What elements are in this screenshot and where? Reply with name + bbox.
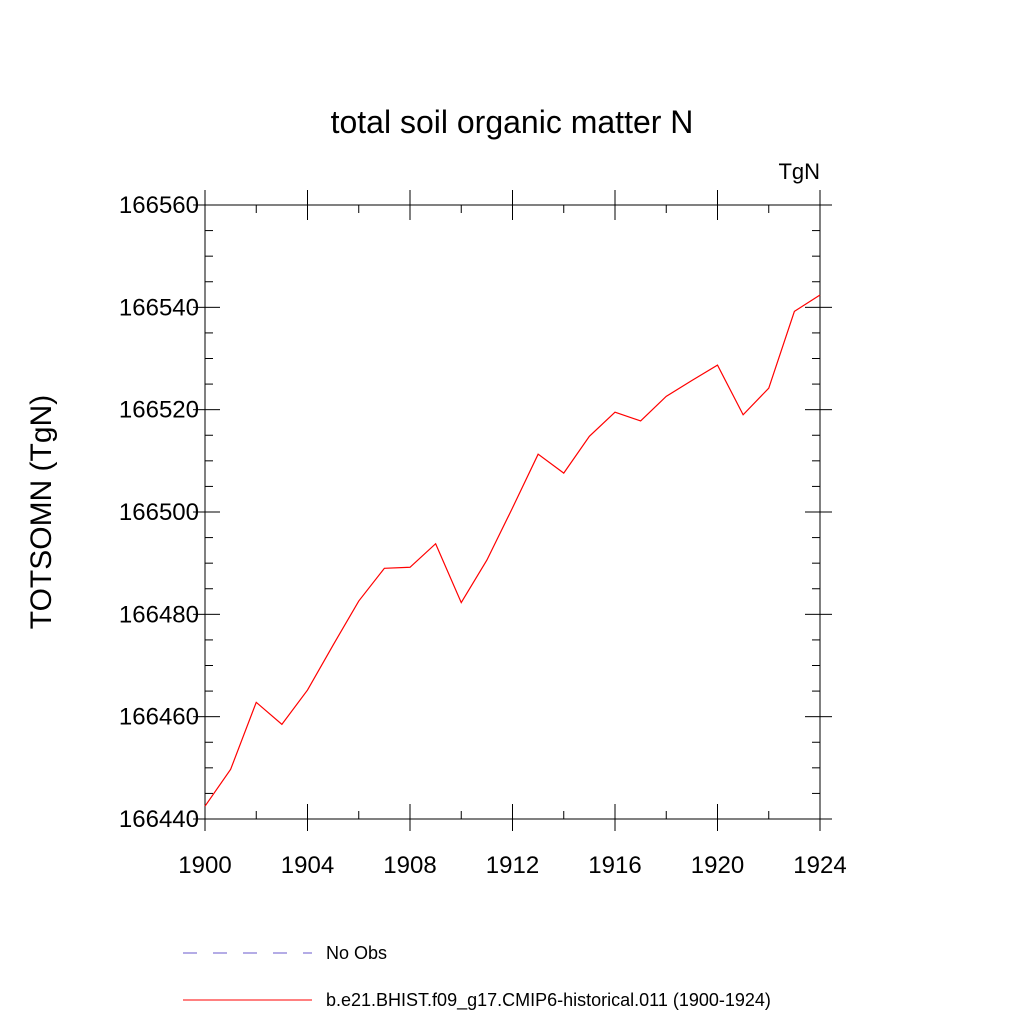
x-tick-label: 1904	[281, 852, 334, 879]
y-tick-label: 166500	[119, 499, 199, 526]
series-layer	[204, 294, 821, 807]
y-tick-label: 166440	[119, 806, 199, 833]
y-tick-label: 166560	[119, 192, 199, 219]
x-tick-label: 1916	[588, 852, 641, 879]
x-axis-ticks: 1900 1904 1908 1912 1916 1920 1924	[178, 190, 847, 879]
y-tick-label: 166480	[119, 601, 199, 628]
chart-title: total soil organic matter N	[331, 104, 694, 140]
plot-frame	[204, 204, 821, 820]
x-tick-label: 1908	[383, 852, 436, 879]
x-tick-label: 1912	[486, 852, 539, 879]
legend-label: b.e21.BHIST.f09_g17.CMIP6-historical.011…	[326, 990, 771, 1011]
y-axis-ticks: 166440 166460 166480 166500 166520 166540 1665…	[119, 192, 832, 833]
x-tick-label: 1920	[691, 852, 744, 879]
units-label: TgN	[778, 159, 820, 184]
legend-label: No Obs	[326, 943, 387, 963]
x-tick-label: 1924	[793, 852, 846, 879]
y-tick-label: 166520	[119, 397, 199, 424]
x-tick-label: 1900	[178, 852, 231, 879]
series-line	[204, 294, 821, 807]
y-tick-label: 166540	[119, 294, 199, 321]
y-tick-label: 166460	[119, 704, 199, 731]
y-axis-label: TOTSOMN (TgN)	[25, 395, 58, 629]
legend: No Obs b.e21.BHIST.f09_g17.CMIP6-historic…	[183, 943, 771, 1011]
